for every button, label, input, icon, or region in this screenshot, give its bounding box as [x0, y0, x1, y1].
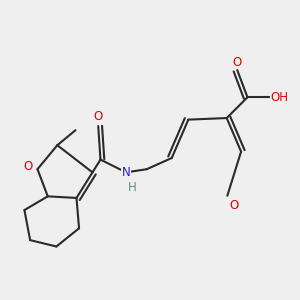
- Text: O: O: [94, 110, 103, 123]
- Text: O: O: [232, 56, 242, 69]
- Text: O: O: [229, 200, 239, 212]
- Text: H: H: [128, 181, 137, 194]
- Text: O: O: [23, 160, 32, 173]
- Text: OH: OH: [270, 91, 288, 104]
- Text: N: N: [122, 166, 130, 179]
